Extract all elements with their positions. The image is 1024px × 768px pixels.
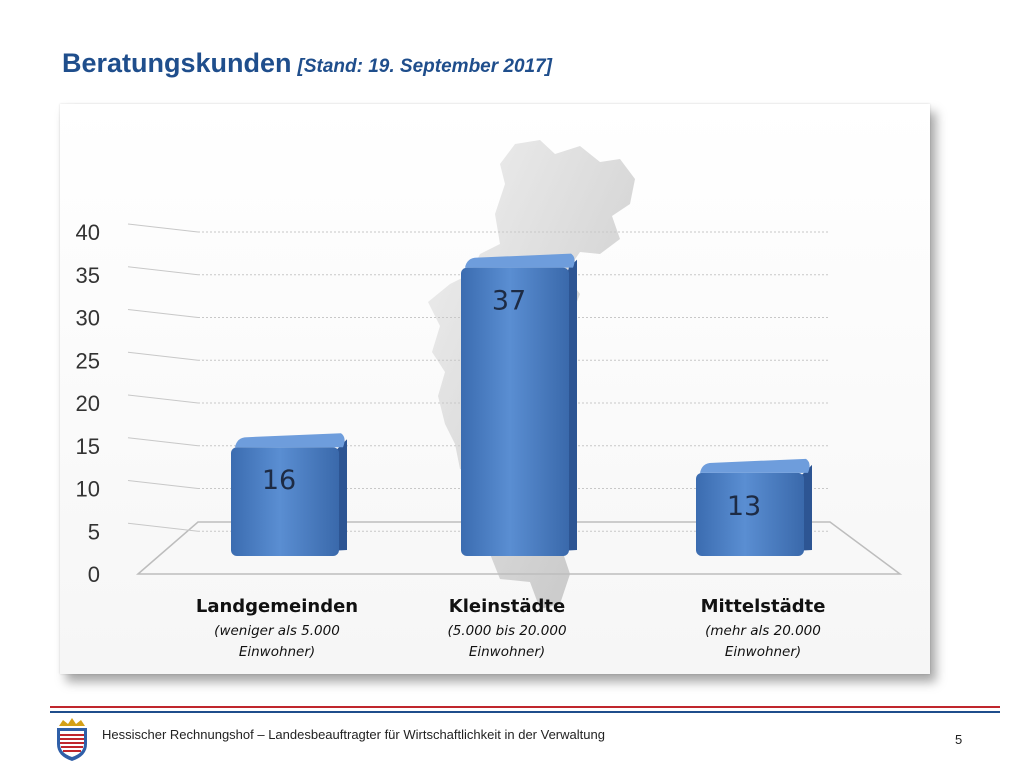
category-note: (mehr als 20.000: [705, 623, 821, 639]
y-tick-label: 15: [76, 434, 100, 459]
bar-top: [465, 253, 575, 268]
bar-chart: 0 5 10 15 20 25 30 35 40 16 37 13 Landgemeinden (weni…: [76, 140, 903, 660]
footer-organization: Hessischer Rechnungshof – Landesbeauftra…: [102, 727, 605, 742]
bars: [231, 253, 812, 556]
y-tick-label: 35: [76, 263, 100, 288]
gridline-depth: [127, 394, 199, 404]
y-tick-label: 0: [88, 562, 100, 587]
data-label: 16: [262, 465, 296, 496]
bar: [696, 472, 804, 556]
hesse-map-silhouette: [428, 140, 635, 609]
y-tick-label: 30: [76, 306, 100, 331]
gridline-depth: [127, 223, 199, 233]
chart-floor: [135, 521, 903, 575]
y-tick-label: 40: [76, 220, 100, 245]
bar-top: [700, 458, 810, 473]
gridline-depth: [127, 437, 199, 447]
page-title: Beratungskunden [Stand: 19. September 201…: [62, 48, 552, 79]
title-subtitle: [Stand: 19. September 2017]: [297, 56, 553, 77]
category-label: Mittelstädte: [701, 596, 826, 617]
y-tick-label: 25: [76, 348, 100, 373]
gridline-depth: [127, 351, 199, 361]
y-tick-label: 20: [76, 391, 100, 416]
labels: 0 5 10 15 20 25 30 35 40 16 37 13 Landgemeinden (weni…: [76, 220, 826, 660]
category-note: (weniger als 5.000: [214, 623, 340, 639]
footer-line-red: [50, 706, 1000, 708]
hesse-crest-icon: [57, 718, 87, 761]
category-label: Landgemeinden: [196, 596, 358, 617]
gridline-depth: [127, 266, 199, 276]
data-label: 13: [727, 491, 761, 522]
category-note: Einwohner): [469, 644, 545, 660]
footer-line-blue: [50, 711, 1000, 713]
category-label: Kleinstädte: [449, 596, 565, 617]
title-main: Beratungskunden: [62, 48, 292, 78]
gridline-depth: [127, 522, 199, 532]
y-tick-label: 5: [88, 519, 100, 544]
chart-panel: 0 5 10 15 20 25 30 35 40 16 37 13 Landgemeinden (weni…: [60, 104, 930, 674]
bar: [461, 267, 569, 556]
category-note: Einwohner): [239, 644, 315, 660]
gridline-depth: [127, 309, 199, 318]
data-label: 37: [492, 286, 526, 317]
category-note: Einwohner): [725, 644, 801, 660]
gridline-depth: [127, 480, 199, 489]
category-note: (5.000 bis 20.000: [447, 623, 566, 639]
bar-top: [235, 433, 345, 448]
y-tick-label: 10: [76, 477, 100, 502]
bar: [231, 447, 339, 556]
page-number: 5: [955, 732, 963, 747]
